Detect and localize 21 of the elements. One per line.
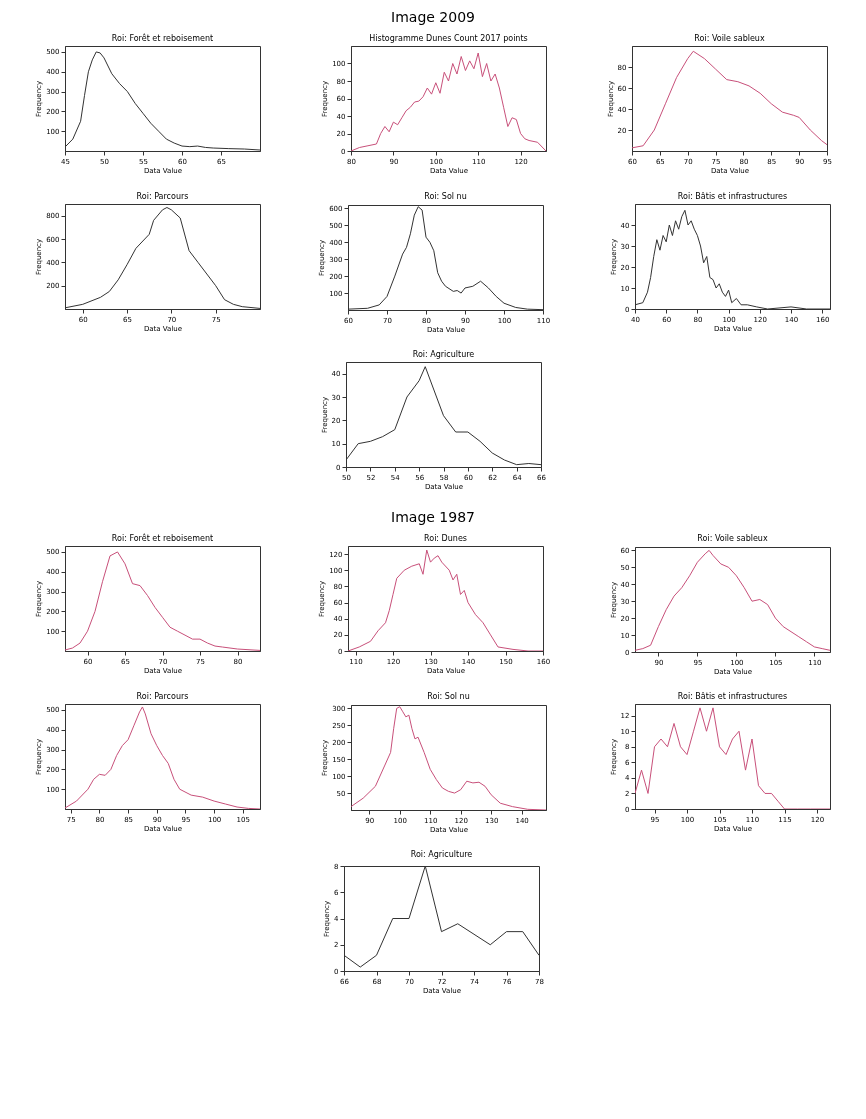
chart-title: Roi: Parcours [136,692,189,701]
chart-title: Roi: Agriculture [410,850,473,859]
line-series [634,549,830,651]
chart-title: Roi: Voile sableux [694,34,765,43]
chart-title: Histogramme Dunes Count 2017 points [369,34,528,43]
line-series [351,52,546,151]
line-series [344,866,539,968]
chart-title: Roi: Voile sableux [696,534,768,544]
chart-title: Roi: Sol nu [427,692,470,702]
chart-title: Roi: Dunes [423,534,467,543]
chart-title: Roi: Bâtis et infrastructures [677,192,787,201]
chart-title: Roi: Bâtis et infrastructures [677,692,787,701]
text: Image 1987 [390,508,476,527]
line-series [65,706,260,809]
chart-title: Roi: Sol nu [423,192,467,202]
chart-title: Roi: Agriculture [412,350,475,359]
line-series [351,706,546,810]
chart-title: Roi: Parcours [136,192,189,201]
chart-title: Roi: Forêt et reboisement [111,533,214,543]
text: Image 2009 [390,8,476,27]
chart-title: Roi: Forêt et reboisement [111,33,214,43]
